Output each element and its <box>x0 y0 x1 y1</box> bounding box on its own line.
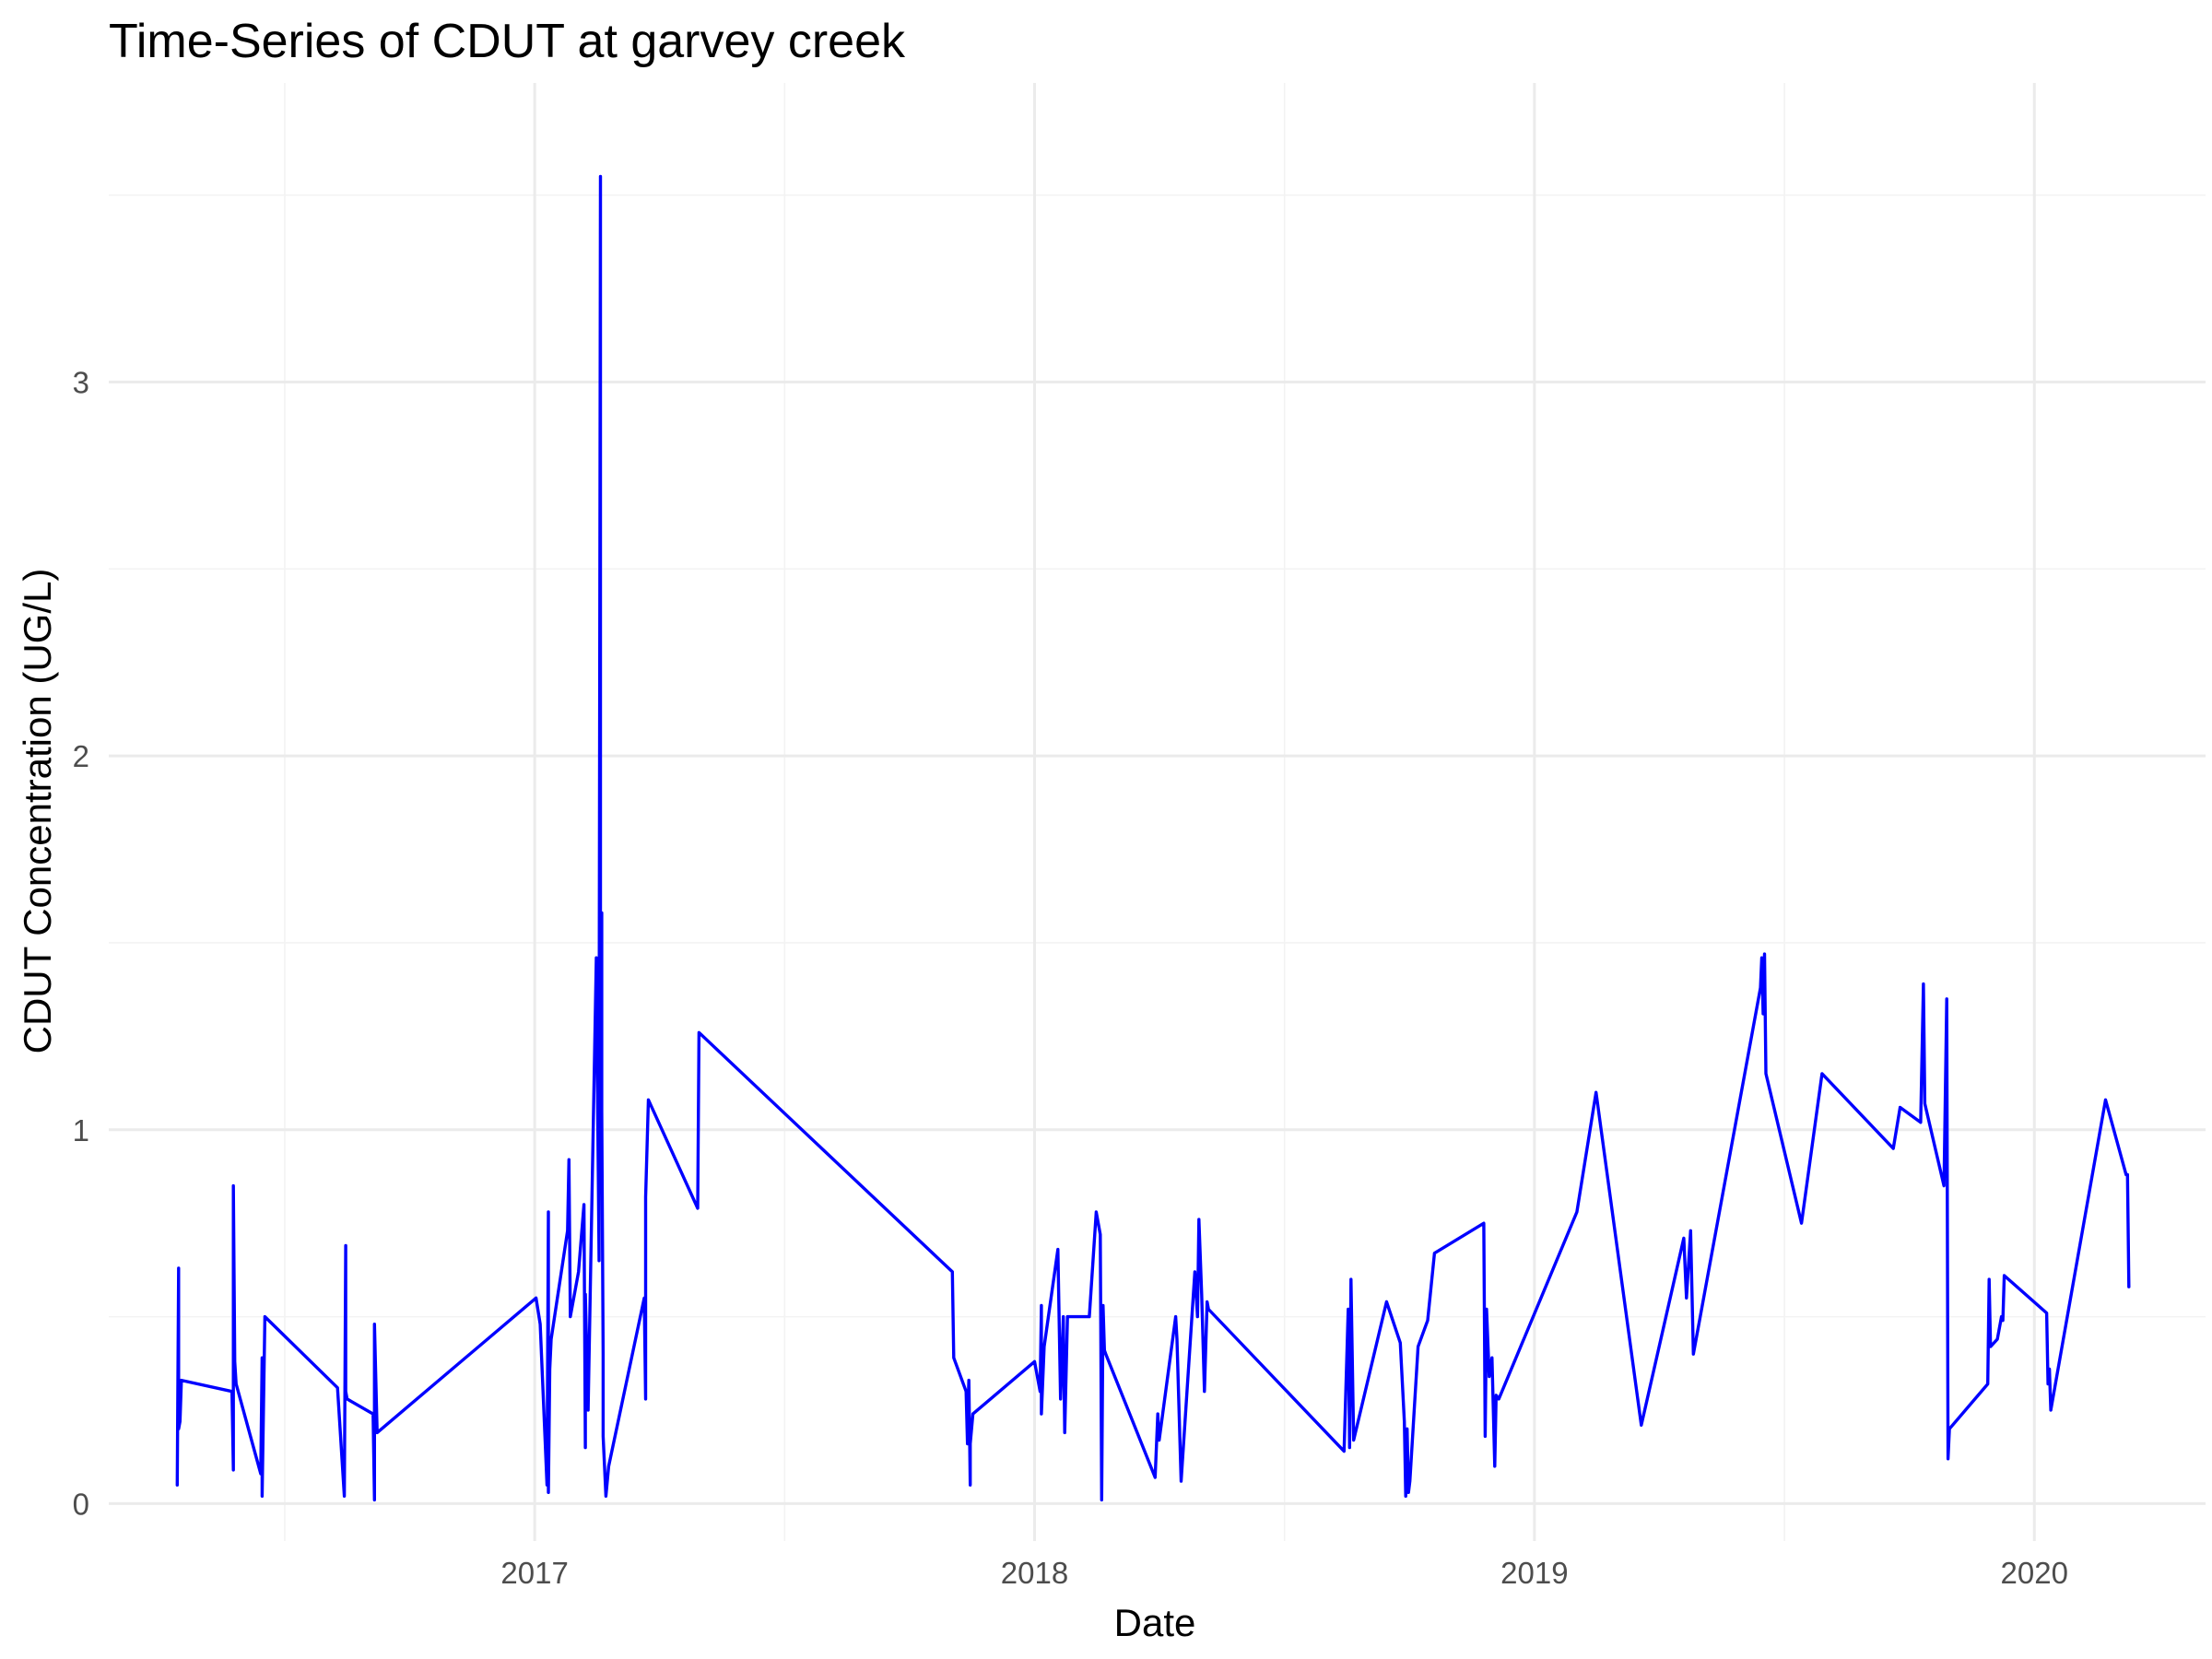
y-tick-label: 0 <box>73 1487 89 1521</box>
chart-title: Time-Series of CDUT at garvey creek <box>109 15 906 68</box>
y-tick-label: 2 <box>73 739 89 773</box>
x-axis-tick-labels: 2017 2018 2019 2020 <box>500 1556 2068 1590</box>
minor-x-gridlines <box>284 83 1785 1541</box>
y-tick-label: 1 <box>73 1113 89 1147</box>
x-tick-label: 2018 <box>1001 1556 1068 1590</box>
y-axis-tick-labels: 0 1 2 3 <box>73 366 89 1522</box>
x-tick-label: 2017 <box>500 1556 568 1590</box>
series-layer <box>175 174 2131 1502</box>
cdut-series-line <box>175 174 2131 1502</box>
major-y-gridlines <box>109 381 2206 1505</box>
y-tick-label: 3 <box>73 366 89 400</box>
x-axis-title: Date <box>1114 1601 1196 1644</box>
y-axis-title: CDUT Concentration (UG/L) <box>16 569 59 1054</box>
x-tick-label: 2019 <box>1500 1556 1568 1590</box>
minor-y-gridlines <box>109 194 2206 1318</box>
x-tick-label: 2020 <box>2001 1556 2068 1590</box>
